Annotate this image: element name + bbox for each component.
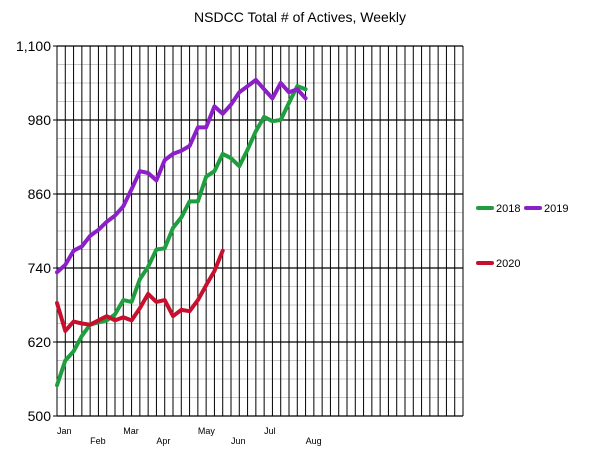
y-tick-label: 740 xyxy=(28,260,52,276)
y-tick-label: 860 xyxy=(28,186,52,202)
series-line-2020 xyxy=(55,248,225,333)
chart-title: NSDCC Total # of Actives, Weekly xyxy=(194,9,406,25)
series-line-2019 xyxy=(55,77,308,275)
y-tick-label: 620 xyxy=(28,334,52,350)
y-tick-label: 500 xyxy=(28,408,52,424)
x-tick-label: Mar xyxy=(123,426,139,436)
x-tick-label: Jan xyxy=(57,426,72,436)
y-tick-label: 980 xyxy=(28,112,52,128)
x-tick-label: Apr xyxy=(156,436,170,446)
legend-label-2018: 2018 xyxy=(496,203,520,215)
y-tick-label: 1,100 xyxy=(16,38,51,54)
x-tick-label: Feb xyxy=(90,436,106,446)
x-tick-label: Aug xyxy=(306,436,322,446)
x-tick-label: May xyxy=(198,426,216,436)
legend-label-2020: 2020 xyxy=(496,258,520,270)
legend-label-2019: 2019 xyxy=(544,203,568,215)
x-tick-label: Jun xyxy=(231,436,246,446)
x-tick-label: Jul xyxy=(264,426,276,436)
